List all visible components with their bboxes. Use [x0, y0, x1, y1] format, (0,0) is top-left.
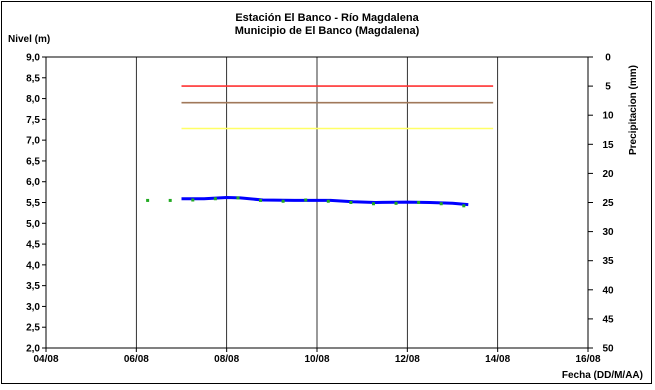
series-point — [213, 197, 217, 201]
y2-tick-label: 40 — [602, 285, 614, 296]
series-point — [236, 196, 240, 200]
y2-tick-label: 30 — [602, 227, 614, 238]
y-tick-label: 6,0 — [26, 177, 40, 188]
series-point — [462, 204, 466, 208]
series-point — [371, 202, 375, 206]
x-axis-label: Fecha (DD/M/AA) — [562, 370, 643, 381]
y-tick-label: 7,0 — [26, 136, 40, 147]
x-tick-label: 06/08 — [124, 354, 149, 365]
series-point — [349, 201, 353, 204]
y-tick-label: 9,0 — [26, 53, 40, 64]
y-tick-label: 6,5 — [26, 156, 40, 167]
x-tick-label: 12/08 — [395, 354, 420, 365]
series-line-nivel — [181, 196, 469, 207]
chart-title: Estación El Banco - Río Magdalena — [235, 12, 419, 24]
y-tick-label: 3,0 — [26, 302, 40, 313]
y-axis-label: Nivel (m) — [8, 34, 50, 45]
series-point — [168, 198, 172, 202]
y-tick-label: 2,0 — [26, 344, 40, 355]
chart-svg: Estación El Banco - Río Magdalena Munici… — [8, 12, 643, 381]
y2-tick-label: 45 — [602, 314, 614, 325]
chart-frame: Estación El Banco - Río Magdalena Munici… — [1, 1, 652, 384]
series-point — [281, 199, 285, 203]
y2-tick-label: 35 — [602, 256, 614, 267]
x-tick-label: 16/08 — [575, 354, 600, 365]
plot-layer: 2,0 2,5 3,0 3,5 4,0 4,5 5,0 5,5 6,0 6,5 7,0 7,5 8,0 8… — [26, 53, 614, 366]
series-point — [417, 201, 421, 204]
y-tick-label: 7,5 — [26, 115, 40, 126]
y-tick-label: 8,0 — [26, 94, 40, 105]
y2-tick-label: 50 — [602, 344, 614, 355]
y-tick-label: 5,0 — [26, 219, 40, 230]
series-point — [304, 198, 308, 202]
x-tick-label: 04/08 — [33, 354, 58, 365]
x-tick-label: 08/08 — [214, 354, 239, 365]
series-point — [439, 202, 443, 206]
y2-tick-label: 15 — [602, 140, 614, 151]
y-tick-label: 4,5 — [26, 240, 40, 251]
y-tick-label: 3,5 — [26, 281, 40, 292]
y-tick-label: 4,0 — [26, 260, 40, 271]
y2-tick-label: 0 — [605, 53, 611, 64]
y-tick-label: 2,5 — [26, 323, 40, 334]
y2-tick-label: 10 — [602, 111, 614, 122]
chart-subtitle: Municipio de El Banco (Magdalena) — [235, 25, 420, 37]
series-point — [326, 199, 330, 203]
series-point — [259, 198, 263, 202]
y2-axis-label: Precipitacion (mm) — [628, 65, 639, 155]
series-point — [394, 201, 398, 205]
y-tick-label: 8,5 — [26, 73, 40, 84]
x-tick-label: 10/08 — [304, 354, 329, 365]
y2-tick-label: 5 — [605, 82, 611, 93]
x-tick-label: 14/08 — [485, 354, 510, 365]
series-point — [146, 198, 150, 202]
y-tick-label: 5,5 — [26, 198, 40, 209]
y2-tick-label: 20 — [602, 169, 614, 180]
y2-tick-label: 25 — [602, 198, 614, 209]
series-point — [191, 198, 195, 202]
